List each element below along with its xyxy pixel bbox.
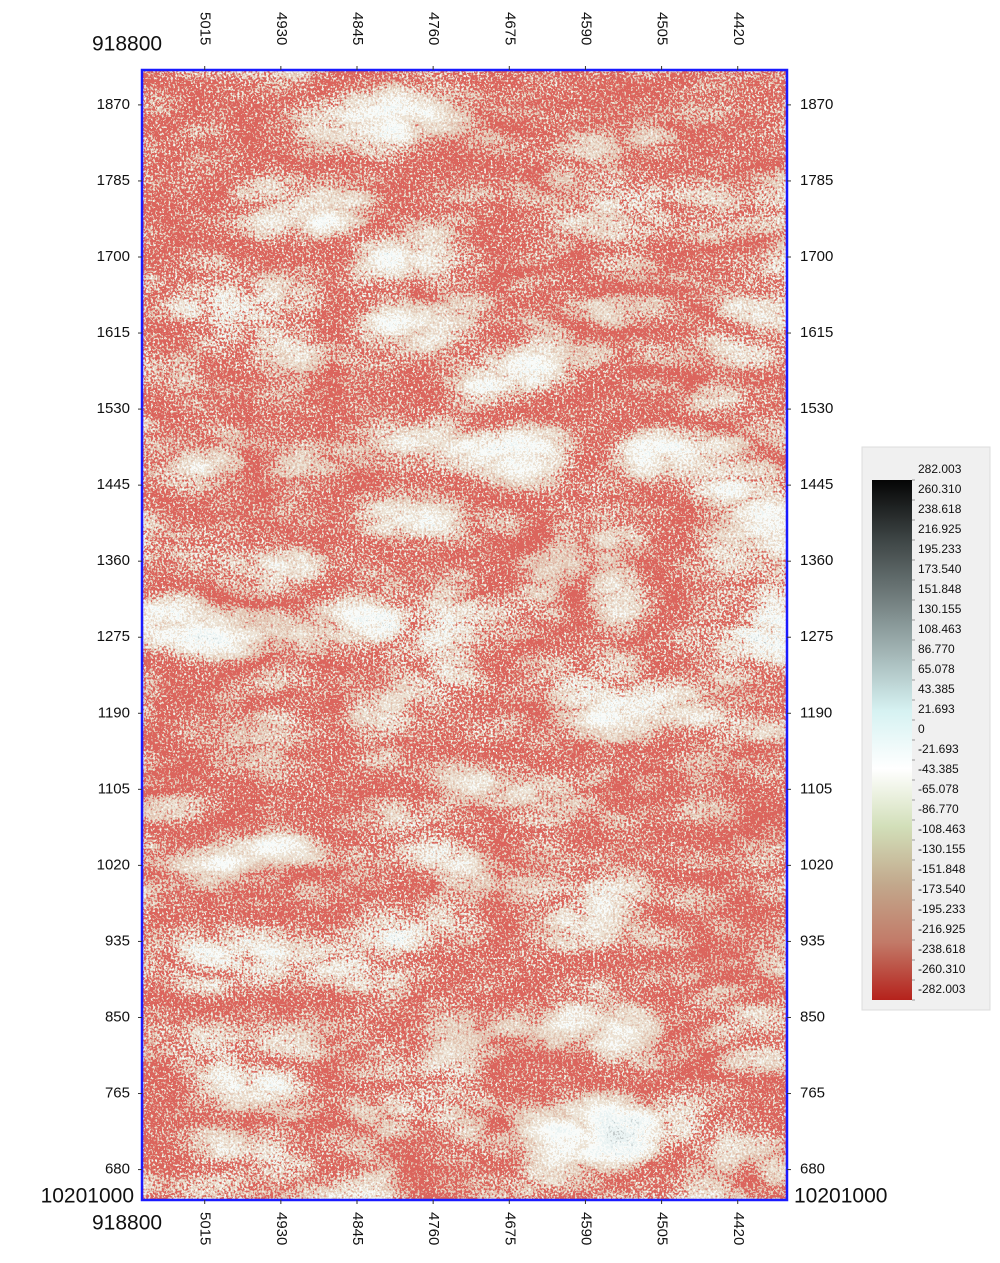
y-tick-label: 680 (105, 1161, 130, 1178)
y-tick-label: 1190 (800, 704, 832, 721)
y-tick-label: 1870 (97, 96, 130, 113)
x-tick-label: 4505 (654, 1212, 671, 1245)
y-tick-label: 1530 (97, 400, 130, 417)
y-tick-label: 1445 (800, 476, 833, 493)
y-tick-label: 1105 (800, 780, 832, 797)
colorbar-label: 43.385 (918, 682, 955, 696)
x-tick-label: 4590 (577, 12, 594, 45)
x-tick-label: 5015 (197, 12, 214, 45)
x-tick-label: 4930 (273, 12, 290, 45)
y-tick-label: 1700 (800, 248, 833, 265)
colorbar-label: -195.233 (918, 902, 966, 916)
colorbar-label: -151.848 (918, 862, 966, 876)
y-origin-label: 10201000 (41, 1185, 134, 1208)
y-tick-label: 765 (800, 1085, 825, 1102)
colorbar-label: 260.310 (918, 482, 962, 496)
colorbar-label: 21.693 (918, 702, 955, 716)
colorbar-label: -130.155 (918, 842, 966, 856)
colorbar (872, 480, 912, 1000)
colorbar-label: 108.463 (918, 622, 962, 636)
x-tick-label: 4845 (349, 1212, 366, 1245)
x-tick-label: 4930 (273, 1212, 290, 1245)
x-tick-label: 4675 (501, 12, 518, 45)
y-tick-label: 1615 (800, 324, 833, 341)
colorbar-label: 86.770 (918, 642, 955, 656)
y-tick-label: 1105 (98, 780, 130, 797)
colorbar-label: 195.233 (918, 542, 962, 556)
y-tick-label: 935 (800, 932, 825, 949)
colorbar-label: 151.848 (918, 582, 962, 596)
x-tick-label: 4845 (349, 12, 366, 45)
y-tick-label: 1700 (97, 248, 130, 265)
colorbar-label: -282.003 (918, 982, 966, 996)
colorbar-label: -173.540 (918, 882, 966, 896)
y-tick-label: 1785 (800, 172, 833, 189)
y-tick-label: 850 (105, 1008, 130, 1025)
colorbar-label: -260.310 (918, 962, 966, 976)
colorbar-label: -216.925 (918, 922, 966, 936)
y-origin-label: 10201000 (794, 1185, 887, 1208)
y-tick-label: 1445 (97, 476, 130, 493)
colorbar-label: 65.078 (918, 662, 955, 676)
y-tick-label: 850 (800, 1008, 825, 1025)
x-tick-label: 4760 (425, 1212, 442, 1245)
y-tick-label: 1275 (800, 628, 833, 645)
colorbar-label: -108.463 (918, 822, 966, 836)
x-origin-label: 918800 (92, 33, 162, 56)
y-tick-label: 935 (105, 932, 130, 949)
x-tick-label: 4760 (425, 12, 442, 45)
colorbar-label: -238.618 (918, 942, 966, 956)
x-tick-label: 5015 (197, 1212, 214, 1245)
x-tick-label: 4420 (730, 12, 747, 45)
colorbar-label: 130.155 (918, 602, 962, 616)
y-tick-label: 765 (105, 1085, 130, 1102)
y-tick-label: 680 (800, 1161, 825, 1178)
colorbar-label: 173.540 (918, 562, 962, 576)
y-tick-label: 1870 (800, 96, 833, 113)
x-tick-label: 4675 (501, 1212, 518, 1245)
y-tick-label: 1530 (800, 400, 833, 417)
plot-frame (140, 68, 789, 1202)
y-tick-label: 1020 (97, 856, 130, 873)
y-tick-label: 1020 (800, 856, 833, 873)
colorbar-label: 282.003 (918, 462, 962, 476)
colorbar-label: 238.618 (918, 502, 962, 516)
x-tick-label: 4590 (577, 1212, 594, 1245)
colorbar-label: -65.078 (918, 782, 959, 796)
y-tick-label: 1785 (97, 172, 130, 189)
colorbar-label: -86.770 (918, 802, 959, 816)
colorbar-label: -21.693 (918, 742, 959, 756)
x-tick-label: 4505 (654, 12, 671, 45)
colorbar-label: 216.925 (918, 522, 962, 536)
y-tick-label: 1360 (800, 552, 833, 569)
seismic-image (142, 70, 787, 1200)
y-tick-label: 1275 (97, 628, 130, 645)
x-tick-label: 4420 (730, 1212, 747, 1245)
y-tick-label: 1360 (97, 552, 130, 569)
colorbar-label: -43.385 (918, 762, 959, 776)
colorbar-label: 0 (918, 722, 925, 736)
y-tick-label: 1615 (97, 324, 130, 341)
y-tick-label: 1190 (98, 704, 130, 721)
x-origin-label: 918800 (92, 1212, 162, 1235)
